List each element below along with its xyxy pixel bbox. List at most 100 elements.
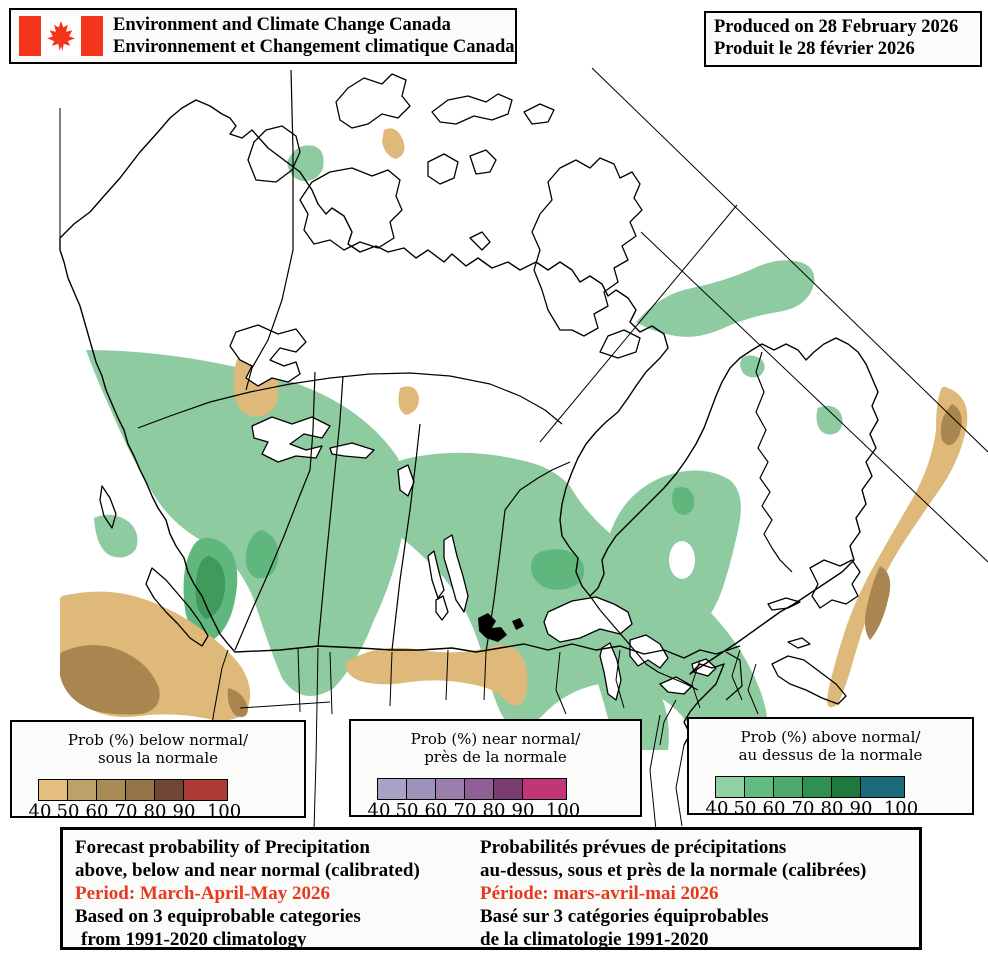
color-swatch — [155, 780, 184, 800]
lakes — [229, 324, 717, 701]
region-below50-bc-streak — [227, 688, 248, 717]
color-swatch — [378, 779, 407, 799]
desc-en-line1: Forecast probability of Precipitation — [75, 837, 371, 858]
border-yukon-nwt — [245, 69, 294, 391]
political-borders — [137, 69, 793, 701]
desc-en-line5: from 1991-2020 climatology — [81, 929, 307, 950]
island-ellesmere — [335, 73, 411, 129]
region-hole-white — [669, 541, 695, 579]
island-vancouver — [145, 567, 209, 647]
legend-above-title-fr: au dessus de la normale — [738, 746, 923, 764]
legend-near-normal: Prob (%) near normal/ près de la normale… — [349, 719, 642, 821]
island-somerset — [469, 149, 497, 175]
production-date-box: Produced on 28 February 2026 Produit le … — [704, 11, 982, 67]
color-swatch — [716, 777, 745, 797]
region-above-arctic-island — [287, 145, 324, 182]
border-sk-mb — [391, 423, 421, 651]
legend-below-normal: Prob (%) below normal/ sous la normale 4… — [10, 720, 306, 822]
region-above60-core — [195, 556, 226, 619]
legend-above-normal: Prob (%) above normal/ au dessus de la n… — [687, 717, 974, 819]
region-below50-atl-north — [940, 404, 962, 446]
region-below-arctic-sliver — [382, 128, 405, 159]
description-english: Forecast probability of Precipitation ab… — [75, 836, 480, 950]
region-above50-sask — [245, 530, 279, 579]
region-above50-manitoba — [531, 549, 585, 590]
lake-winnipegosis — [427, 550, 445, 599]
region-above-bc-coast — [94, 514, 138, 558]
legend-below-title-fr: sous la normale — [97, 749, 219, 767]
island-haida-gwaii — [99, 485, 117, 529]
lake-great-slave — [251, 416, 331, 463]
produced-on-fr: Produit le 28 février 2026 — [714, 39, 915, 59]
agency-name: Environment and Climate Change Canada En… — [113, 14, 515, 58]
legend-near-ticks: 40 50 60 70 80 90 100 — [367, 800, 581, 821]
color-swatch — [436, 779, 465, 799]
legend-below-colorbar — [38, 779, 228, 801]
color-swatch — [832, 777, 861, 797]
color-swatch — [494, 779, 523, 799]
color-swatch — [745, 777, 774, 797]
desc-en-line4: Based on 3 equiprobable categories — [75, 906, 361, 927]
probability-regions — [60, 128, 968, 750]
island-king-william — [469, 231, 491, 251]
color-swatch — [407, 779, 436, 799]
region-below-border-band — [345, 645, 528, 706]
lake-reindeer — [397, 464, 415, 497]
legend-above-ticks: 40 50 60 70 80 90 100 — [705, 798, 919, 819]
region-above-northeast-band — [636, 260, 815, 337]
region-below50-bc — [60, 645, 160, 715]
desc-fr-line2: au-dessus, sous et près de la normale (c… — [480, 860, 867, 881]
legend-above-colorbar — [715, 776, 905, 798]
produced-on-en: Produced on 28 February 2026 — [714, 17, 959, 37]
maple-leaf-icon — [47, 21, 75, 51]
legend-below-ticks: 40 50 60 70 80 90 100 — [28, 801, 242, 822]
islands — [99, 73, 861, 705]
region-below50-atl-south — [864, 566, 891, 640]
color-swatch — [97, 780, 126, 800]
border-on-qc — [589, 595, 699, 691]
lake-great-bear — [229, 324, 307, 387]
agency-name-en: Environment and Climate Change Canada — [113, 15, 451, 35]
legend-near-title-fr: près de la normale — [424, 748, 567, 766]
forecast-description-box: Forecast probability of Precipitation ab… — [60, 827, 922, 950]
coastlines — [59, 99, 879, 746]
legend-above-title-en: Prob (%) above normal/ — [740, 728, 921, 746]
desc-en-period: Period: March-April-May 2026 — [75, 883, 331, 904]
region-above-quebec-small-2 — [816, 405, 843, 435]
border-nb — [725, 651, 743, 701]
region-above-west — [86, 350, 406, 696]
region-below-small-central — [398, 386, 419, 415]
desc-fr-line5: de la climatologie 1991-2020 — [480, 929, 709, 950]
border-qc-nl — [755, 351, 793, 573]
island-prince-of-wales — [427, 153, 459, 185]
border-ab-sk — [317, 375, 344, 647]
region-below-bc-small — [191, 655, 221, 681]
island-newfoundland — [809, 559, 861, 609]
island-nova-scotia — [771, 655, 847, 705]
desc-en-line2: above, below and near normal (calibrated… — [75, 860, 420, 881]
lake-winnipeg — [443, 534, 469, 613]
island-bylot — [523, 103, 555, 125]
region-above50-ontario — [672, 487, 695, 515]
island-devon — [431, 93, 513, 125]
color-swatch — [774, 777, 803, 797]
legend-below-title-en: Prob (%) below normal/ — [67, 731, 249, 749]
us-state-lines — [209, 647, 759, 831]
color-swatch — [803, 777, 832, 797]
description-french: Probabilités prévues de précipitations a… — [480, 836, 867, 950]
legend-near-colorbar — [377, 778, 567, 800]
agency-name-fr: Environnement et Changement climatique C… — [113, 37, 515, 57]
color-swatch — [68, 780, 97, 800]
island-pei — [787, 637, 811, 649]
desc-fr-period: Période: mars-avril-mai 2026 — [480, 883, 719, 904]
graticule — [59, 67, 988, 563]
lake-huron — [629, 634, 669, 669]
desc-fr-line4: Basé sur 3 catégories équiprobables — [480, 906, 769, 927]
desc-fr-line1: Probabilités prévues de précipitations — [480, 837, 787, 858]
island-baffin — [531, 157, 643, 337]
border-bc-ab — [234, 371, 316, 651]
island-victoria — [299, 167, 403, 251]
island-anticosti — [767, 597, 801, 611]
